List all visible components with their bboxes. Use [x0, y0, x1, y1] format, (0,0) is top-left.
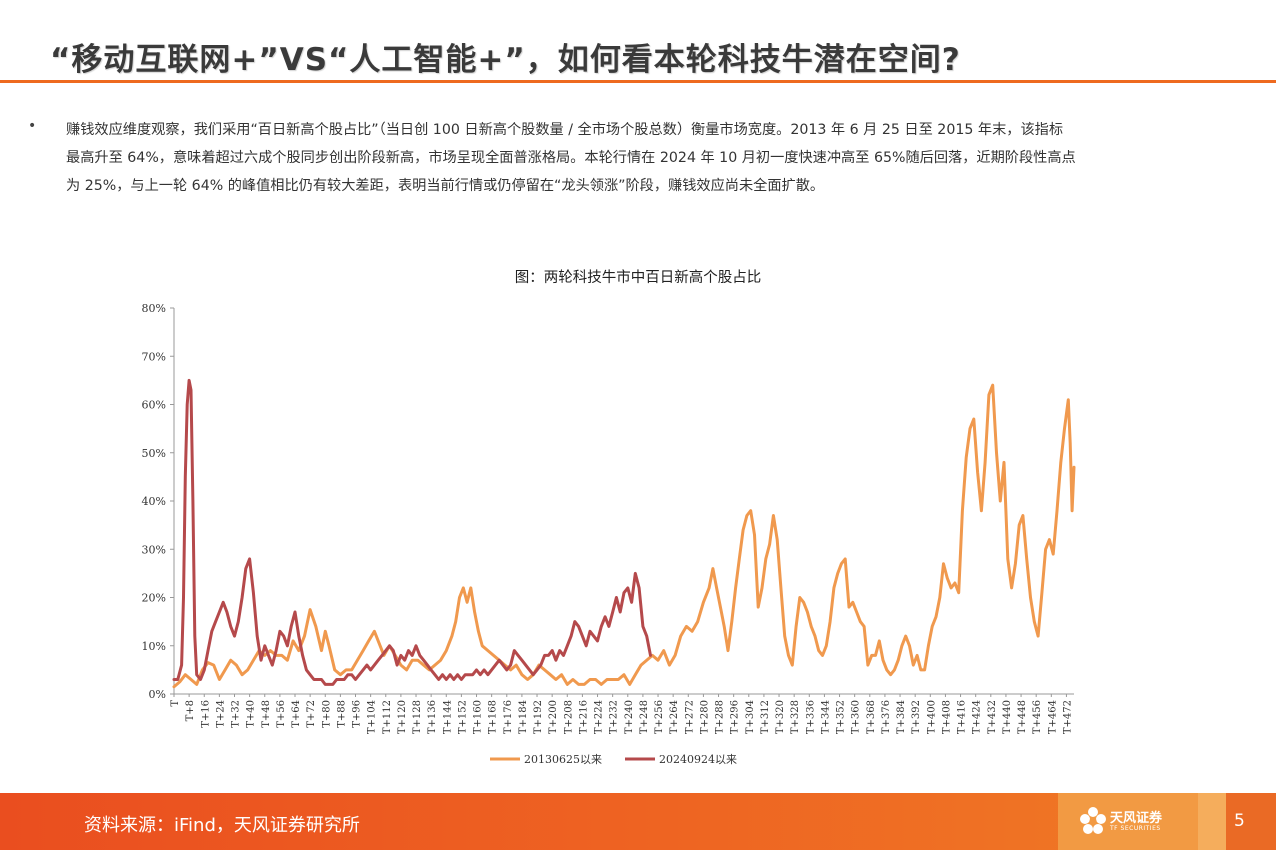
logo-subtext: TF SECURITIES: [1110, 825, 1161, 832]
x-tick-label: T+352: [836, 700, 847, 734]
x-tick-label: T+280: [699, 700, 710, 734]
y-tick-label: 70%: [142, 350, 166, 363]
x-tick-label: T+112: [382, 700, 393, 734]
y-tick-label: 40%: [142, 495, 166, 508]
x-tick-label: T+64: [291, 700, 302, 728]
body-paragraph: 赚钱效应维度观察，我们采用“百日新高个股占比”（当日创 100 日新高个股数量 …: [66, 116, 1246, 200]
x-tick-label: T+384: [896, 700, 907, 734]
x-tick-label: T+248: [639, 700, 650, 734]
paragraph-line-3: 为 25%，与上一轮 64% 的峰值相比仍有较大差距，表明当前行情或仍停留在“龙…: [66, 178, 825, 194]
x-tick-label: T+264: [669, 700, 680, 734]
legend-label: 20240924以来: [659, 753, 737, 766]
x-tick-label: T+8: [185, 700, 196, 721]
x-tick-label: T+456: [1032, 700, 1043, 734]
x-tick-label: T+392: [911, 700, 922, 734]
x-tick-label: T+24: [215, 700, 226, 728]
x-tick-label: T+136: [427, 700, 438, 734]
x-tick-label: T+304: [745, 700, 756, 734]
logo-text: 天风证券: [1110, 811, 1163, 826]
x-tick-label: T+472: [1062, 700, 1073, 734]
footer-page-block: [1226, 793, 1276, 850]
figure-title: 图：两轮科技牛市中百日新高个股占比: [514, 270, 762, 286]
x-tick-label: T+56: [276, 700, 287, 728]
x-tick-label: T+80: [321, 700, 332, 728]
y-tick-label: 50%: [142, 447, 166, 460]
y-tick-label: 20%: [142, 592, 166, 605]
x-tick-label: T+32: [231, 700, 242, 728]
y-tick-label: 10%: [142, 640, 166, 653]
x-tick-label: T+272: [684, 700, 695, 734]
x-tick-label: T+288: [715, 700, 726, 734]
x-tick-label: T+400: [926, 700, 937, 734]
x-tick-label: T+128: [412, 700, 423, 734]
x-tick-label: T+464: [1047, 700, 1058, 734]
line-chart: 0% 10% 20% 30% 40% 50% 60% 70% 80% T T+8 T+16 T+24 T+…: [142, 302, 1076, 766]
bullet-point: •: [28, 118, 37, 134]
x-tick-label: T+192: [533, 700, 544, 734]
x-tick-label: T+184: [518, 700, 529, 734]
paragraph-line-1: 赚钱效应维度观察，我们采用“百日新高个股占比”（当日创 100 日新高个股数量 …: [66, 122, 1064, 138]
source-note: 资料来源：iFind，天风证券研究所: [84, 815, 360, 836]
y-tick-label: 30%: [142, 543, 166, 556]
x-tick-label: T+120: [397, 700, 408, 734]
x-tick-label: T+408: [941, 700, 952, 734]
paragraph-line-2: 最高升至 64%，意味着超过六成个股同步创出阶段新高，市场呈现全面普涨格局。本轮…: [66, 150, 1076, 166]
x-tick-label: T+448: [1017, 700, 1028, 734]
x-tick-label: T+224: [594, 700, 605, 734]
x-tick-label: T+296: [730, 700, 741, 734]
x-tick-label: T+376: [881, 700, 892, 734]
company-logo: 天风证券 TF SECURITIES: [1058, 793, 1198, 850]
x-tick-label: T+336: [805, 700, 816, 734]
x-tick-label: T+440: [1002, 700, 1013, 734]
y-tick-label: 0%: [149, 688, 166, 701]
x-tick-label: T+88: [336, 700, 347, 728]
x-tick-label: T+344: [820, 700, 831, 734]
series-line-2013: [172, 383, 1076, 689]
x-tick-label: T+152: [457, 700, 468, 734]
x-tick-label: T+72: [306, 700, 317, 728]
page-number: 5: [1234, 811, 1245, 831]
x-tick-label: T+432: [987, 700, 998, 734]
footer-accent-block: [1198, 793, 1226, 850]
y-tick-label: 60%: [142, 399, 166, 412]
x-tick-label: T+312: [760, 700, 771, 734]
y-tick-label: 80%: [142, 302, 166, 315]
x-tick-label: T+416: [957, 700, 968, 734]
x-tick-label: T+360: [851, 700, 862, 734]
x-tick-label: T+104: [367, 700, 378, 734]
x-tick-label: T+168: [488, 700, 499, 734]
x-tick-label: T+40: [246, 700, 257, 728]
x-tick-label: T+96: [352, 700, 363, 728]
x-tick-label: T+328: [790, 700, 801, 734]
x-tick-label: T+424: [972, 700, 983, 734]
x-tick-label: T+144: [442, 700, 453, 734]
flower-logo-icon: [1080, 807, 1106, 834]
page-title: “移动互联网+”VS“人工智能+”，如何看本轮科技牛潜在空间?: [50, 42, 961, 78]
x-tick-label: T+160: [473, 700, 484, 734]
x-tick-label: T+16: [200, 700, 211, 728]
x-tick-label: T+208: [563, 700, 574, 734]
x-tick-label: T: [170, 700, 181, 707]
legend-label: 20130625以来: [524, 753, 602, 766]
x-tick-label: T+216: [578, 700, 589, 734]
x-tick-label: T+48: [261, 700, 272, 728]
x-tick-label: T+368: [866, 700, 877, 734]
x-tick-label: T+232: [609, 700, 620, 734]
series-line-2024: [172, 378, 652, 686]
footer-bar: 资料来源：iFind，天风证券研究所 天风证券 TF SECURITIES 5: [0, 793, 1276, 850]
x-tick-label: T+320: [775, 700, 786, 734]
x-tick-label: T+256: [654, 700, 665, 734]
x-tick-label: T+176: [503, 700, 514, 734]
x-tick-label: T+200: [548, 700, 559, 734]
title-divider: [0, 80, 1276, 83]
x-tick-label: T+240: [624, 700, 635, 734]
